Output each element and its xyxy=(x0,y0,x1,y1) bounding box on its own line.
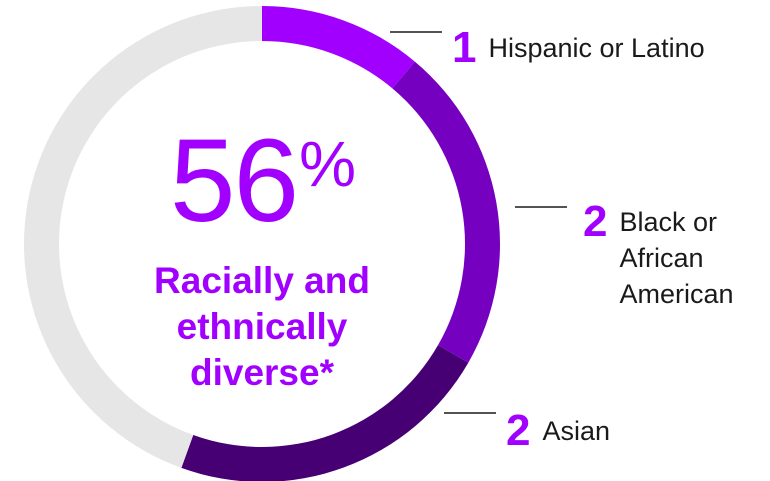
legend-item-hispanic: 1 Hispanic or Latino xyxy=(452,26,705,70)
center-label-line: Racially and xyxy=(154,260,370,301)
donut-slices xyxy=(24,6,500,481)
legend-count: 1 xyxy=(452,23,477,72)
legend-label-line: African xyxy=(619,243,704,273)
slice-black-or-african-american xyxy=(392,61,500,363)
legend-item-black: 2 Black or African American xyxy=(583,200,734,312)
legend-label-line: Hispanic or Latino xyxy=(488,33,705,63)
legend-label-line: American xyxy=(619,279,734,309)
legend-count: 2 xyxy=(583,197,608,246)
slice-other xyxy=(24,6,262,468)
legend-label: Black or African American xyxy=(619,200,733,312)
legend-label-line: Asian xyxy=(542,416,611,446)
slice-hispanic-or-latino xyxy=(262,6,415,89)
legend-label-line: Black or xyxy=(619,207,718,237)
legend-item-asian: 2 Asian xyxy=(506,409,610,453)
center-percentage: 56% xyxy=(170,122,356,240)
center-value: 56 xyxy=(169,115,299,247)
percent-sign: % xyxy=(299,128,356,200)
center-label-line: ethnically xyxy=(176,306,348,347)
center-label: Racially and ethnically diverse* xyxy=(112,258,412,396)
slice-asian xyxy=(181,345,469,481)
center-label-line: diverse* xyxy=(190,352,334,393)
legend-count: 2 xyxy=(506,406,531,455)
leader-lines xyxy=(390,31,567,414)
legend-label: Hispanic or Latino xyxy=(488,26,704,66)
legend-label: Asian xyxy=(542,409,610,449)
